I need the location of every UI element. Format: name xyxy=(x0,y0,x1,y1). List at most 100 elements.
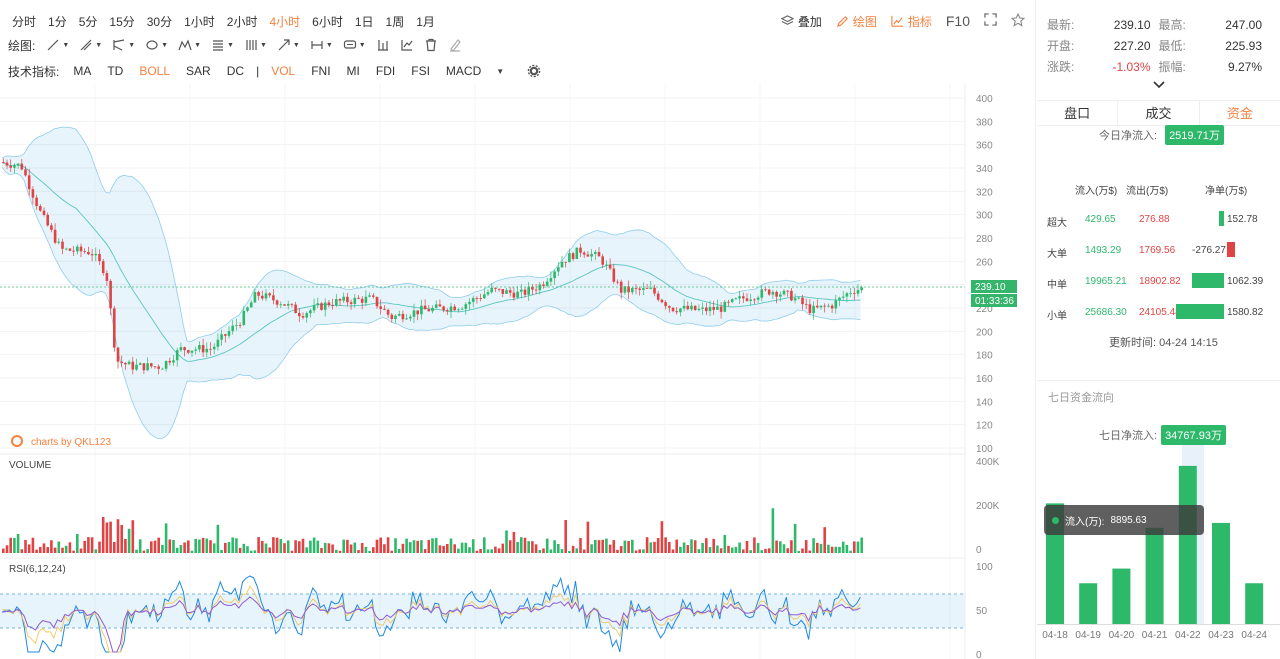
timeframe-10[interactable]: 1周 xyxy=(385,14,405,29)
volume-bar xyxy=(664,537,667,553)
clear-tool[interactable] xyxy=(448,38,462,52)
sub-indicator-0[interactable]: VOL xyxy=(271,64,296,78)
timeframe-3[interactable]: 15分 xyxy=(109,14,135,29)
expand-chevron-icon[interactable] xyxy=(1153,80,1165,92)
ray-tool[interactable]: ▼ xyxy=(79,38,102,52)
candle-body xyxy=(438,304,442,307)
indicator-button[interactable]: 指标 xyxy=(891,13,932,30)
fullscreen-icon[interactable] xyxy=(984,13,997,29)
quote-summary: 最新: 239.10 最高: 247.00 开盘: 227.20 最低: 225… xyxy=(1037,14,1280,77)
sub-indicator-4[interactable]: FSI xyxy=(411,64,430,78)
seven-day-net: 七日净流入: 34767.93万 xyxy=(1099,425,1226,445)
line-icon xyxy=(47,39,59,51)
fund-flow-table: 流入(万$) 流出(万$) 净单(万$) 超大 429.65 276.88 152.7… xyxy=(1037,182,1280,322)
timeframe-4[interactable]: 30分 xyxy=(146,14,173,29)
volume-bar xyxy=(771,508,775,553)
side-tab-2[interactable]: 资金 xyxy=(1198,101,1280,125)
indicator-1[interactable]: TD xyxy=(107,64,124,78)
volume-bar xyxy=(383,544,386,553)
volume-bar xyxy=(298,541,301,553)
timeframe-9[interactable]: 1日 xyxy=(354,14,374,29)
draw-button[interactable]: 绘图 xyxy=(836,13,877,30)
bar-04-24[interactable] xyxy=(1245,583,1264,624)
delete-tool[interactable] xyxy=(424,38,438,52)
bar-04-21[interactable] xyxy=(1145,527,1164,624)
bar-04-20[interactable] xyxy=(1112,568,1131,624)
candle-body xyxy=(442,306,445,311)
candle-body xyxy=(708,306,712,312)
candle-body xyxy=(31,189,35,198)
flow-in: 19965.21 xyxy=(1085,276,1127,287)
sub-indicators: VOL FNI MI FDI FSI MACD xyxy=(263,64,489,78)
overlay-button[interactable]: 叠加 xyxy=(780,13,822,30)
bar-04-19[interactable] xyxy=(1079,583,1098,624)
timeframe-1[interactable]: 1分 xyxy=(48,14,67,29)
volume-bar xyxy=(253,550,257,553)
boll-upper xyxy=(1,126,861,342)
pencil-icon xyxy=(836,15,848,27)
bar-04-22[interactable] xyxy=(1178,465,1197,624)
f10-button[interactable]: F10 xyxy=(945,13,970,29)
indicator-more-dropdown[interactable]: ▼ xyxy=(496,66,505,76)
volume-bar xyxy=(553,540,556,553)
timeframe-7[interactable]: 4小时 xyxy=(269,14,301,29)
seven-day-bar-chart[interactable]: 04-18 04-19 04-20 04-21 04-22 04-23 04-24 xyxy=(1037,441,1280,659)
volume-bar xyxy=(468,547,471,553)
sub-indicator-2[interactable]: MI xyxy=(346,64,360,78)
indicator-2[interactable]: BOLL xyxy=(139,64,171,78)
volume-bar xyxy=(775,540,778,553)
timeframe-0[interactable]: 分时 xyxy=(12,14,37,29)
shape-tool[interactable]: ▼ xyxy=(145,38,168,52)
volume-bar xyxy=(327,543,331,553)
candle-body xyxy=(294,304,297,314)
volume-bar xyxy=(379,537,382,553)
indicator-3[interactable]: SAR xyxy=(186,64,211,78)
price-tick: 260 xyxy=(976,257,993,268)
volume-bar xyxy=(616,549,619,553)
side-tab-1[interactable]: 成交 xyxy=(1117,101,1198,125)
side-tab-0[interactable]: 盘口 xyxy=(1064,106,1091,121)
image-tool[interactable] xyxy=(400,38,414,52)
sub-indicator-1[interactable]: FNI xyxy=(311,64,331,78)
indicator-4[interactable]: DC xyxy=(226,64,245,78)
sub-indicator-3[interactable]: FDI xyxy=(375,64,396,78)
price-chart[interactable]: 4003803603403203002802602402202001801601… xyxy=(0,84,1036,659)
timeframe-5[interactable]: 1小时 xyxy=(184,14,215,29)
sub-indicator-5[interactable]: MACD xyxy=(445,64,482,78)
candle-body xyxy=(853,292,856,294)
timeframe-11[interactable]: 1月 xyxy=(416,14,435,29)
arrow-tool[interactable]: ▼ xyxy=(277,38,300,52)
volume-bar xyxy=(342,539,345,553)
candle-body xyxy=(434,304,438,308)
comment-icon xyxy=(343,40,356,49)
gann-tool[interactable]: ▼ xyxy=(244,38,267,52)
volume-bar xyxy=(286,540,290,553)
channel-tool[interactable]: ▼ xyxy=(112,38,135,52)
timeframe-6[interactable]: 2小时 xyxy=(226,14,258,29)
volume-bar xyxy=(512,531,516,553)
measure-tool[interactable]: ▼ xyxy=(310,38,333,52)
candle-body xyxy=(379,306,382,309)
volume-bar xyxy=(416,540,419,553)
timeframe-8[interactable]: 6小时 xyxy=(312,14,343,29)
settings-icon[interactable] xyxy=(527,64,541,78)
bars-tool[interactable] xyxy=(376,38,390,52)
text-tool[interactable]: ▼ xyxy=(343,38,366,52)
price-tick: 220 xyxy=(976,304,993,315)
fib-tool[interactable]: ▼ xyxy=(211,38,234,52)
pattern-tool[interactable]: ▼ xyxy=(178,38,201,52)
indicator-0[interactable]: MA xyxy=(73,64,92,78)
line-tool[interactable]: ▼ xyxy=(46,38,69,52)
candle-body xyxy=(756,297,760,300)
flow-label: 大单 xyxy=(1047,249,1067,260)
price-tick: 160 xyxy=(976,374,993,385)
volume-bar xyxy=(76,533,79,553)
timeframe-2[interactable]: 5分 xyxy=(78,14,98,29)
volume-bar xyxy=(782,544,786,553)
star-icon[interactable] xyxy=(1010,12,1026,30)
volume-bar xyxy=(483,537,486,553)
bar-04-23[interactable] xyxy=(1212,522,1230,624)
volume-bar xyxy=(560,549,564,553)
candle-body xyxy=(72,250,75,252)
volume-bar xyxy=(35,549,38,553)
